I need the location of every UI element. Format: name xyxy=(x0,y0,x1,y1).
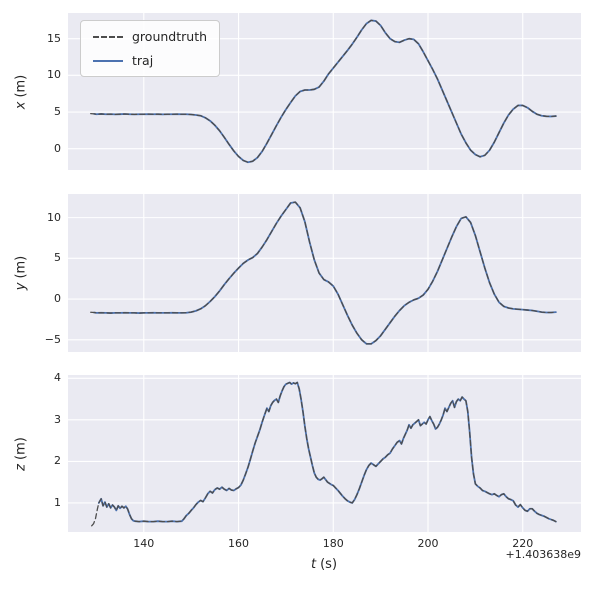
x-tick-label: 160 xyxy=(228,537,250,550)
y-tick-label-x: 15 xyxy=(47,31,61,45)
y-tick-label-z: 1 xyxy=(54,495,61,509)
x-axis-label: t (s) xyxy=(311,557,337,572)
x-tick-label: 140 xyxy=(133,537,155,550)
y-tick-label-z: 2 xyxy=(54,454,61,468)
y-tick-label-x: 0 xyxy=(54,141,61,155)
x-axis-offset-label: +1.403638e9 xyxy=(505,548,581,561)
y-tick-label-y: 5 xyxy=(54,251,61,265)
legend-item-groundtruth: groundtruth xyxy=(93,29,207,44)
subplot-z-canvas xyxy=(68,375,581,532)
y-tick-label-z: 4 xyxy=(54,371,61,385)
x-tick-label: 180 xyxy=(322,537,344,550)
y-axis-label-x: x(m) xyxy=(13,74,29,109)
y-axis-label-y: y(m) xyxy=(13,255,29,291)
y-tick-label-y: 10 xyxy=(47,210,61,224)
x-axis-label-variable: t xyxy=(310,557,317,572)
groundtruth-dashed-line-sample xyxy=(93,35,123,38)
y-tick-label-y: −5 xyxy=(44,332,61,346)
legend-label-traj: traj xyxy=(132,53,154,68)
x-tick-label: 220 xyxy=(512,537,534,550)
legend-item-traj: traj xyxy=(93,53,207,68)
legend: groundtruth traj xyxy=(80,20,221,77)
traj-solid-line-sample xyxy=(93,59,123,62)
y-tick-label-x: 5 xyxy=(54,105,61,119)
x-axis-label-unit: (s) xyxy=(320,557,338,572)
legend-label-groundtruth: groundtruth xyxy=(132,29,208,44)
y-tick-label-x: 10 xyxy=(47,68,61,82)
x-tick-label: 200 xyxy=(417,537,439,550)
y-tick-label-z: 3 xyxy=(54,412,61,426)
y-axis-label-z: z(m) xyxy=(13,436,29,471)
subplot-y-canvas xyxy=(68,194,581,352)
y-tick-label-y: 0 xyxy=(54,292,61,306)
